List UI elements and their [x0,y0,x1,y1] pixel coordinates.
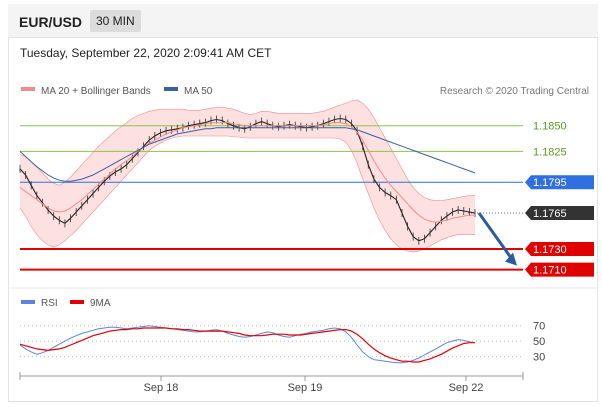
x-tick-label-2: Sep 22 [449,382,484,394]
copyright-label: Research © 2020 Trading Central [440,86,589,97]
symbol-label: EUR/USD [19,14,83,30]
legend-label-rsi: RSI [41,298,58,309]
level-tag-2 [525,175,594,190]
rsi-level-label-2: 30 [533,352,545,364]
bollinger-upper-line [19,99,475,201]
legend-label-ma50: MA 50 [184,86,213,97]
bollinger-lower-line [19,135,475,253]
rsi-level-label-0: 70 [533,321,545,333]
level-label-5: 1.1710 [533,265,567,277]
level-tag-3 [525,206,594,221]
legend-label-bollinger: MA 20 + Bollinger Bands [41,86,151,97]
projection-arrow-shaft [477,212,515,262]
legend-label-9ma: 9MA [90,298,111,309]
x-tick-label-0: Sep 18 [144,382,179,394]
chart-frame [8,4,598,402]
level-tag-5 [525,262,594,277]
level-label-2: 1.1795 [533,177,567,189]
level-label-3: 1.1765 [533,208,567,220]
rsi-line [19,325,476,364]
rsi-ma-line [19,327,475,363]
bollinger-band-fill [20,100,475,253]
legend-swatch-9ma [70,300,84,304]
ma50-line [19,127,476,182]
chart-header: EUR/USD 30 MIN [8,4,598,38]
level-label-1: 1.1825 [533,146,567,158]
level-label-0: 1.1850 [533,121,567,133]
legend-swatch-rsi [21,300,35,304]
legend-swatch-bollinger [21,87,35,91]
level-label-4: 1.1730 [533,244,567,256]
chart-datetime: Tuesday, September 22, 2020 2:09:41 AM C… [20,46,272,60]
legend-swatch-ma50 [164,87,178,91]
x-tick-label-1: Sep 19 [288,382,323,394]
level-tag-4 [525,242,594,257]
ma20-line [19,122,475,223]
projection-arrow-head [505,252,517,266]
rsi-level-label-1: 50 [533,336,545,348]
timeframe-button[interactable]: 30 MIN [90,10,141,32]
